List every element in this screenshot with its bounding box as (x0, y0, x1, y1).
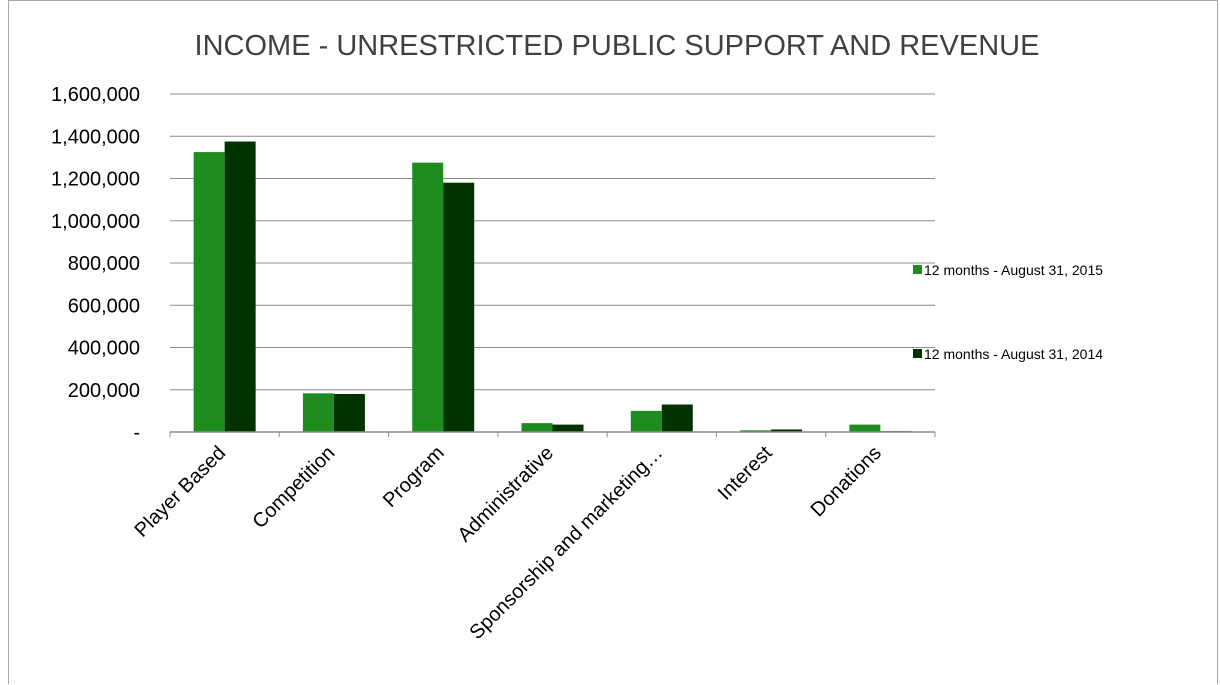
bar-2014 (552, 424, 584, 432)
bar-2014 (333, 393, 365, 432)
chart-title: INCOME - UNRESTRICTED PUBLIC SUPPORT AND… (195, 30, 1040, 62)
chart-frame (8, 0, 1218, 684)
y-axis-tick-labels: - 200,000 400,000 600,000 800,000 1,000,000 1,… (51, 84, 140, 444)
y-tick-label: - (133, 422, 140, 444)
legend: 12 months - August 31, 2015 12 months - A… (913, 262, 1103, 362)
category-label: Program (379, 442, 449, 512)
y-tick-label: 1,200,000 (51, 169, 140, 191)
category-label: Donations (807, 442, 886, 521)
y-tick-label: 1,400,000 (51, 126, 140, 148)
category-label: Player Based (130, 442, 230, 542)
bar-2015 (302, 393, 334, 432)
category-label: Interest (714, 442, 777, 505)
category-label: Competition (248, 442, 339, 533)
gridlines (170, 93, 935, 433)
category-labels: Player Based Competition Program Administra… (130, 442, 885, 644)
y-tick-label: 200,000 (68, 380, 140, 402)
bar-2015 (740, 430, 772, 432)
bar-2015 (412, 162, 444, 432)
bar-2014 (443, 182, 475, 432)
legend-label: 12 months - August 31, 2015 (924, 262, 1103, 278)
bar-2014 (224, 141, 256, 432)
bar-2015 (521, 423, 553, 432)
bar-2015 (193, 152, 225, 432)
legend-swatch (913, 265, 922, 274)
y-tick-label: 1,000,000 (51, 211, 140, 233)
category-label: Administrative (454, 442, 558, 546)
y-tick-label: 600,000 (68, 295, 140, 317)
bar-2015 (630, 410, 662, 432)
category-label: Sponsorship and marketing… (465, 442, 667, 644)
y-tick-label: 1,600,000 (51, 84, 140, 106)
bar-2014 (771, 429, 803, 432)
y-tick-label: 800,000 (68, 253, 140, 275)
bar-2014 (661, 404, 693, 432)
x-axis (169, 431, 936, 437)
y-tick-label: 400,000 (68, 338, 140, 360)
bar-2015 (849, 424, 881, 432)
legend-label: 12 months - August 31, 2014 (924, 346, 1103, 362)
legend-swatch (913, 349, 922, 358)
bars (193, 141, 912, 432)
